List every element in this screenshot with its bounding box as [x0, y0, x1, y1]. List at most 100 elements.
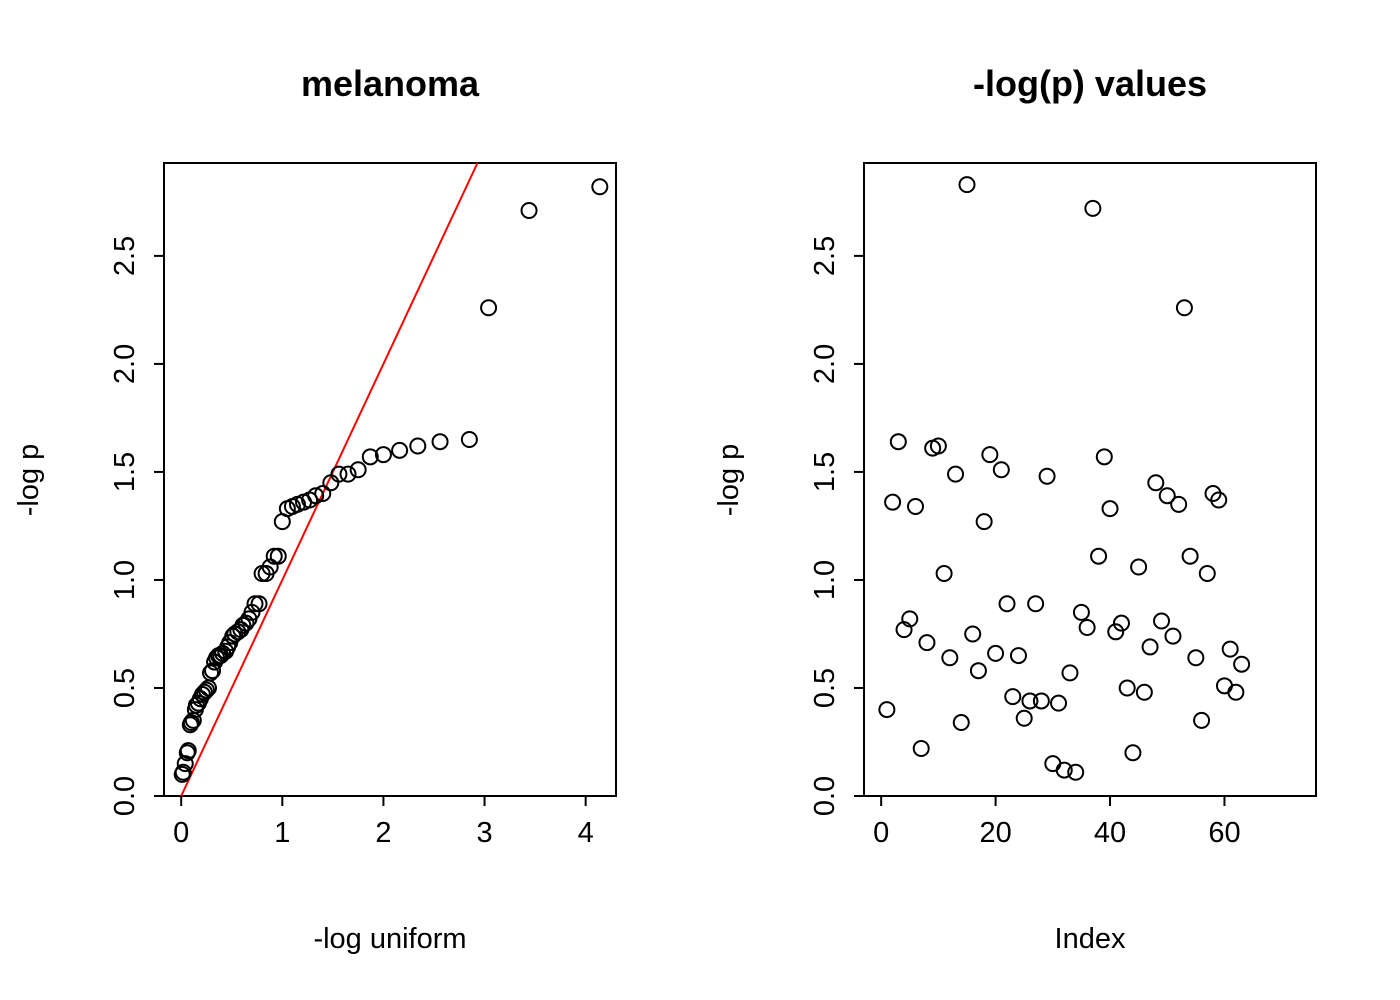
data-point [1193, 711, 1211, 729]
data-point [952, 714, 970, 732]
data-point [1067, 763, 1085, 781]
data-point [1101, 500, 1119, 518]
data-point [935, 564, 953, 582]
data-point [339, 465, 357, 483]
data-point [969, 662, 987, 680]
data-point [906, 498, 924, 516]
y-axis-label: -log p [13, 444, 45, 517]
data-point [1210, 491, 1228, 509]
data-point [975, 513, 993, 531]
data-point [391, 441, 409, 459]
data-point [1112, 614, 1130, 632]
data-point [460, 431, 478, 449]
x-tick-label: 60 [1208, 817, 1240, 849]
data-point [958, 176, 976, 194]
data-point [176, 755, 194, 773]
x-axis-label: Index [1055, 923, 1126, 955]
data-point [1038, 467, 1056, 485]
panel-log-p-values: -log(p) values Index -log p 0 20 40 60 0.00… [713, 63, 1317, 955]
data-point [1198, 564, 1216, 582]
data-point [431, 433, 449, 451]
data-point [197, 681, 215, 699]
data-point [1141, 638, 1159, 656]
y-axis: 0.0 0.5 1.0 1.5 2.0 2.5 [809, 236, 865, 816]
data-point [269, 547, 287, 565]
data-point [947, 465, 965, 483]
data-point [330, 465, 348, 483]
data-point [1187, 649, 1205, 667]
data-point [1204, 485, 1222, 503]
data-point [981, 446, 999, 464]
x-tick-label: 20 [979, 817, 1011, 849]
x-tick-label: 1 [274, 817, 290, 849]
data-point [1050, 694, 1068, 712]
data-point [1032, 692, 1050, 710]
reference-line [180, 162, 479, 797]
data-point [246, 595, 264, 613]
data-point [1095, 448, 1113, 466]
y-tick-label: 0.5 [809, 668, 841, 708]
data-point [1107, 623, 1125, 641]
data-point [1084, 199, 1102, 217]
data-point [250, 595, 268, 613]
data-point [1181, 547, 1199, 565]
reference-line-group [180, 162, 479, 797]
data-point [591, 178, 609, 196]
data-point [480, 299, 498, 317]
data-point [1044, 755, 1062, 773]
y-tick-label: 0.0 [109, 776, 141, 816]
data-point [1135, 683, 1153, 701]
data-point [195, 683, 213, 701]
data-point [929, 437, 947, 455]
data-point [1118, 679, 1136, 697]
data-point [878, 701, 896, 719]
points [173, 178, 609, 783]
data-point [1215, 677, 1233, 695]
data-point [349, 461, 367, 479]
y-tick-label: 1.0 [109, 560, 141, 600]
y-tick-label: 2.5 [109, 236, 141, 276]
data-point [307, 487, 325, 505]
data-point [998, 595, 1016, 613]
data-point [1072, 603, 1090, 621]
x-tick-label: 0 [873, 817, 889, 849]
data-point [964, 625, 982, 643]
points [878, 176, 1251, 781]
y-tick-label: 0.0 [809, 776, 841, 816]
data-point [1078, 618, 1096, 636]
data-point [1153, 612, 1171, 630]
data-point [374, 446, 392, 464]
x-tick-label: 2 [375, 817, 391, 849]
x-axis-label: -log uniform [313, 923, 466, 955]
y-tick-label: 1.5 [109, 452, 141, 492]
data-point [361, 448, 379, 466]
data-point [901, 610, 919, 628]
plot-frame [163, 162, 617, 797]
x-tick-label: 4 [578, 817, 594, 849]
data-point [1164, 627, 1182, 645]
data-point [884, 493, 902, 511]
data-point [1090, 547, 1108, 565]
data-point [314, 485, 332, 503]
y-tick-label: 2.5 [809, 236, 841, 276]
y-tick-label: 1.5 [809, 452, 841, 492]
data-point [912, 739, 930, 757]
chart-title: melanoma [301, 63, 480, 104]
data-point [1055, 761, 1073, 779]
data-point [987, 644, 1005, 662]
data-point [1147, 474, 1165, 492]
data-point [520, 202, 538, 220]
data-point [1009, 647, 1027, 665]
data-point [889, 433, 907, 451]
data-point [174, 763, 192, 781]
data-point [1021, 692, 1039, 710]
x-axis: 0 20 40 60 [873, 795, 1241, 849]
data-point [261, 558, 279, 576]
data-point [1227, 683, 1245, 701]
data-point [409, 437, 427, 455]
y-tick-label: 0.5 [109, 668, 141, 708]
chart-title: -log(p) values [973, 63, 1207, 104]
data-point [992, 461, 1010, 479]
